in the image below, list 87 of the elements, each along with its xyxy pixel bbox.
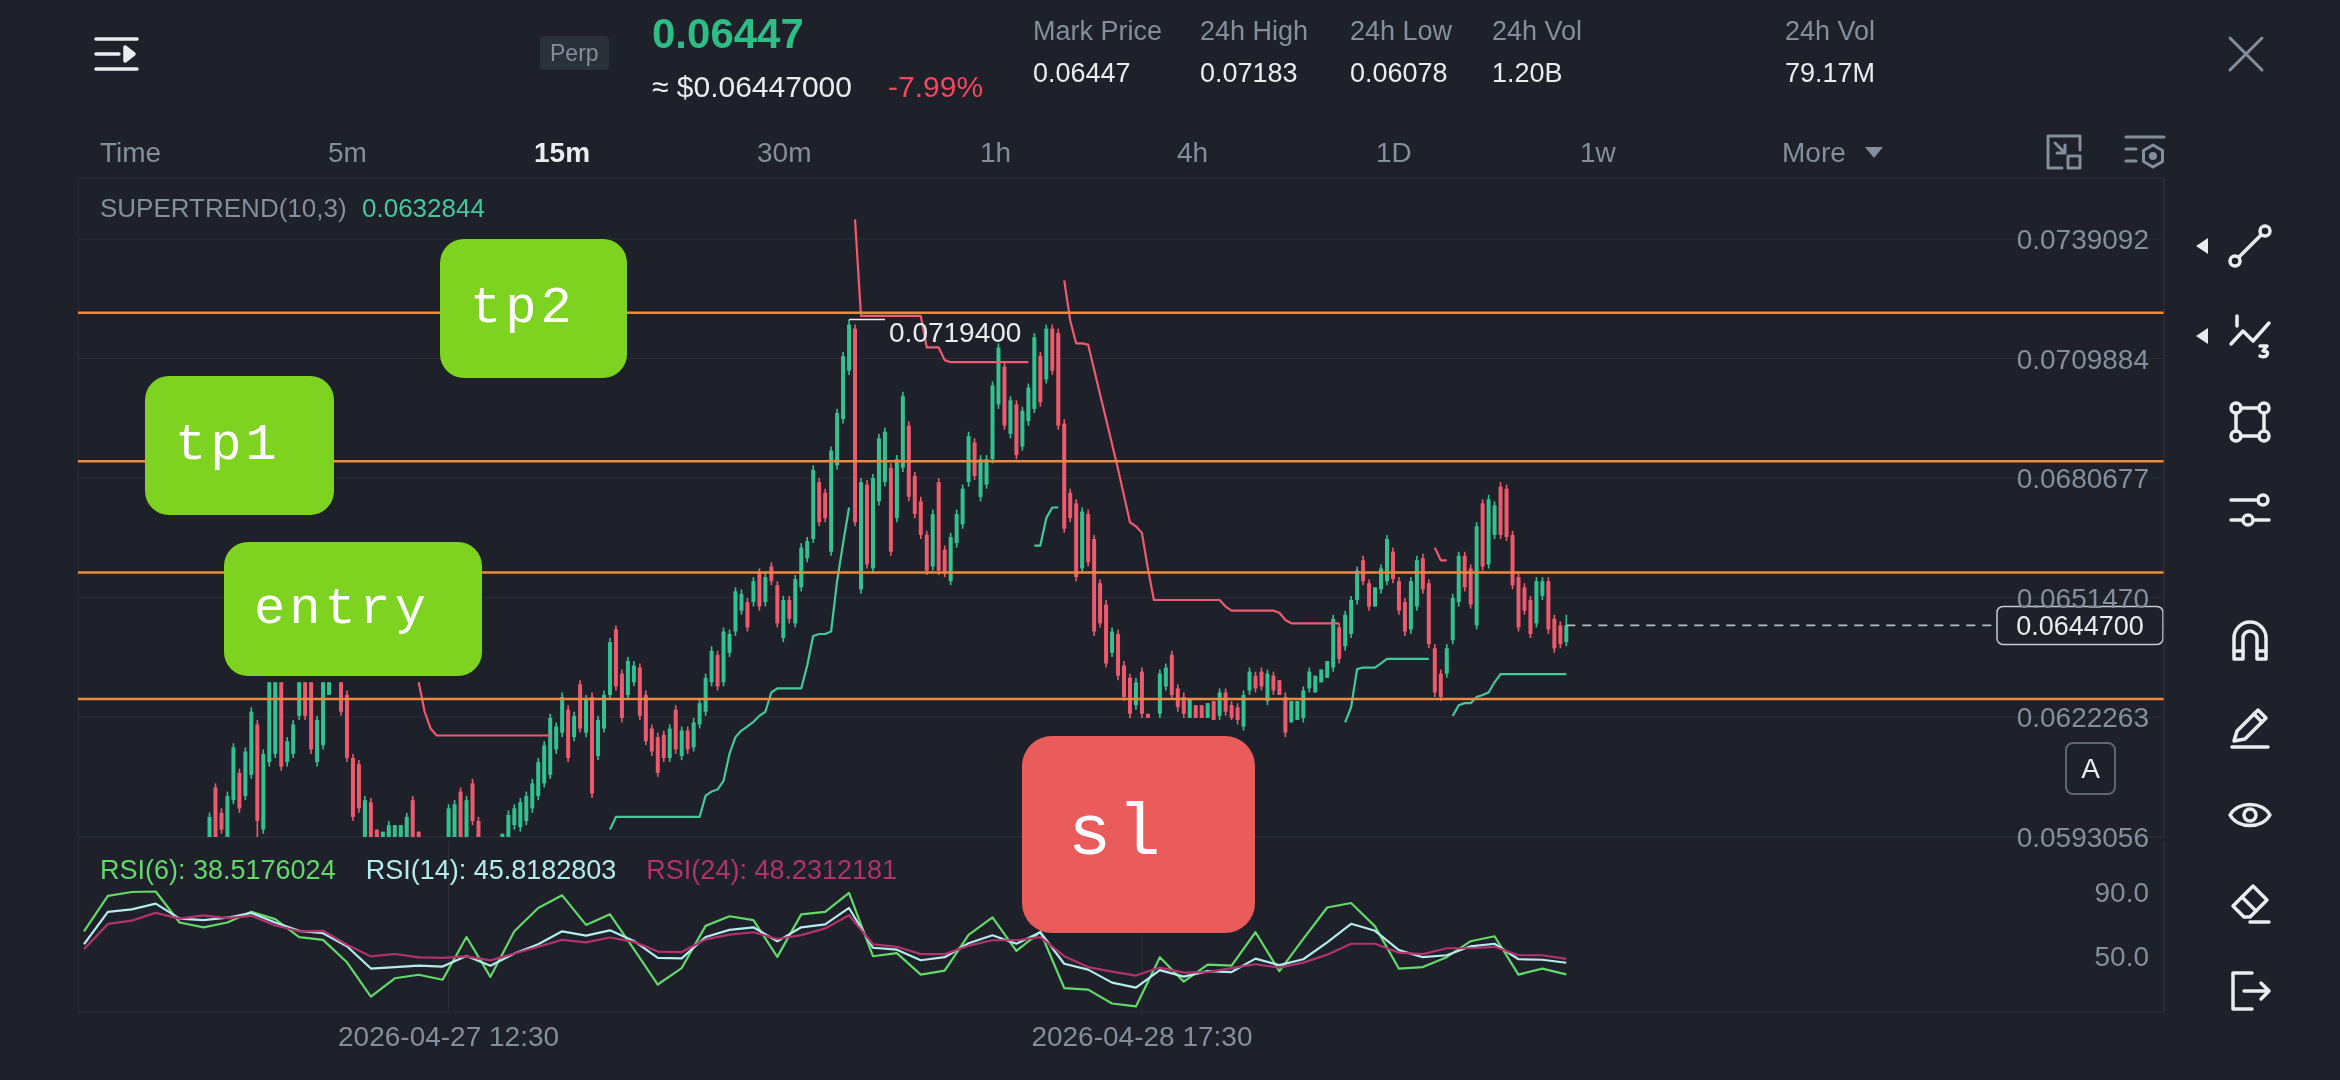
text: 24h Low — [1350, 16, 1453, 46]
candlestick — [1564, 613, 1569, 648]
candlestick — [1307, 666, 1312, 694]
text: 24h Vol — [1785, 16, 1876, 46]
candlestick — [1110, 626, 1115, 658]
candlestick — [285, 736, 290, 768]
letter-a-button: A — [2065, 742, 2116, 795]
text: 0.07183 — [1200, 58, 1298, 88]
text: 15m — [534, 136, 591, 168]
text: 79.17M — [1785, 58, 1876, 88]
text: 5m — [328, 136, 367, 168]
y-tick-label: 0.0739092 — [2016, 223, 2149, 255]
candlestick — [1367, 578, 1372, 612]
candlestick — [787, 595, 792, 625]
candlestick — [404, 812, 409, 837]
x-tick-label: 2026-04-27 12:30 — [338, 1020, 560, 1052]
ref-line-label: sl — [1068, 793, 1167, 876]
candlestick — [697, 698, 702, 730]
text: 0.06078 — [1350, 58, 1448, 88]
candlestick — [942, 544, 947, 578]
candlestick — [1373, 586, 1378, 608]
candlestick — [554, 721, 559, 755]
candlestick — [649, 723, 654, 757]
text: Mark Price — [1033, 16, 1163, 46]
text: 1D — [1376, 136, 1412, 168]
y-tick-label: 0.0709884 — [2016, 343, 2149, 375]
text: 1h — [980, 136, 1012, 168]
y-tick-label: 0.0680677 — [2016, 463, 2149, 495]
text: -7.99% — [888, 70, 984, 103]
text: ≈ $0.06447000 — [652, 70, 852, 103]
candlestick — [207, 811, 212, 837]
ref-line-label: tp1 — [175, 416, 281, 475]
candlestick — [1229, 700, 1234, 721]
candlestick — [1540, 576, 1545, 601]
candlestick — [512, 803, 517, 831]
candlestick — [1175, 683, 1180, 713]
annotation: 0.0632844 — [362, 192, 485, 223]
candlestick — [805, 536, 810, 564]
candlestick — [1558, 620, 1563, 650]
text: More — [1782, 136, 1846, 168]
candlestick — [1211, 700, 1216, 721]
candlestick — [1259, 666, 1264, 692]
candlestick — [1133, 676, 1138, 711]
text: RSI(24): 48.2312181 — [646, 855, 898, 885]
candlestick — [506, 809, 511, 837]
line-series — [82, 890, 1568, 1008]
series-label: RSI(14): 45.8182803 — [365, 855, 617, 885]
candlestick — [1271, 670, 1276, 696]
x-tick-label: 2026-04-28 17:30 — [1031, 1020, 1253, 1052]
text: 24h Vol — [1492, 16, 1583, 46]
candlestick — [727, 628, 732, 658]
text: 0.06447 — [652, 9, 804, 57]
line-series — [82, 902, 1568, 989]
candlestick — [1247, 666, 1252, 696]
text: 4h — [1177, 136, 1209, 168]
y-tick-label: 0.0593056 — [2016, 821, 2149, 853]
candlestick — [1181, 691, 1186, 719]
candlestick — [1522, 582, 1527, 616]
text: 0.06447 — [1033, 58, 1131, 88]
text: 1w — [1580, 136, 1616, 168]
text: Time — [100, 136, 162, 168]
text: Perp — [550, 40, 599, 66]
text: 1.20B — [1492, 58, 1563, 88]
candlestick — [631, 660, 636, 688]
candlestick — [685, 725, 690, 755]
annotation: SUPERTREND(10,3) — [100, 192, 347, 223]
candlestick — [1235, 702, 1240, 726]
candlestick — [1295, 700, 1300, 721]
y-tick-label: 90.0 — [2094, 877, 2149, 909]
text: 30m — [757, 136, 812, 168]
candlestick — [751, 576, 756, 608]
series-label: RSI(6): 38.5176024 — [100, 855, 336, 885]
candlestick — [219, 807, 224, 835]
y-tick-label: 50.0 — [2094, 941, 2149, 973]
ref-line-label: entry — [254, 579, 431, 639]
annotation: A — [2081, 753, 2100, 784]
candlestick — [572, 710, 577, 743]
y-tick-label: 0.0622263 — [2016, 702, 2149, 734]
ref-line-label: tp2 — [470, 279, 576, 338]
line-series — [82, 911, 1568, 977]
candlestick — [1253, 670, 1258, 694]
candlestick — [661, 729, 666, 763]
candlestick — [739, 588, 744, 616]
text: 24h High — [1200, 16, 1309, 46]
candlestick — [1217, 687, 1222, 721]
candlestick — [1163, 662, 1168, 692]
candlestick — [1438, 668, 1443, 702]
